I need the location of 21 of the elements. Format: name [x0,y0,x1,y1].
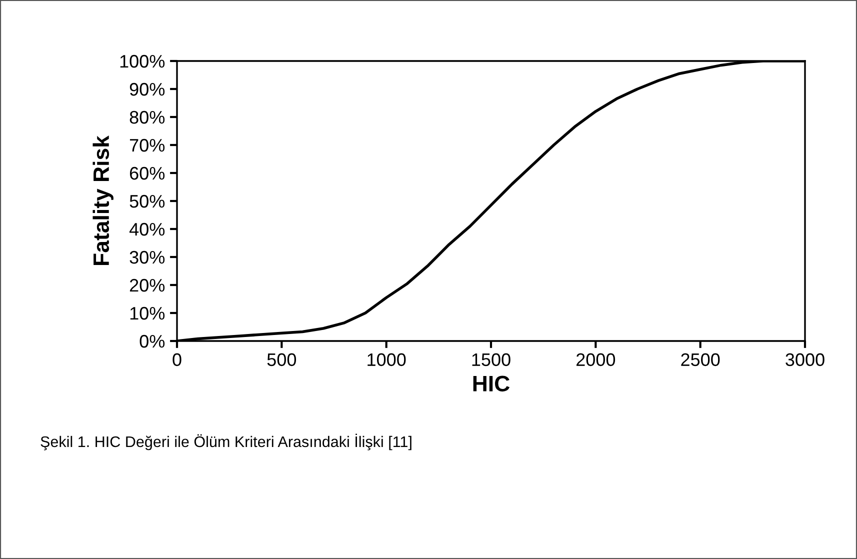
x-tick-label: 1000 [368,353,406,366]
y-tick-label: 50% [130,194,165,208]
x-tick-label: 2500 [681,353,720,366]
y-tick-label: 0% [140,334,165,348]
y-tick-label: 90% [130,82,165,96]
y-tick-label: 40% [129,222,165,236]
y-tick-label: 70% [130,138,165,152]
y-tick-label: 10% [130,306,165,320]
y-tick-label: 100% [120,54,165,68]
y-tick-label: 30% [130,250,165,264]
y-axis-title: Fatality Risk [92,136,114,265]
y-tick-label: 80% [130,110,165,124]
x-axis-title: HIC [473,376,510,392]
x-tick-label: 3000 [786,353,824,366]
x-tick-label: 500 [267,353,296,366]
x-tick-label: 2000 [576,353,616,366]
y-tick-label: 60% [130,166,165,180]
text: Şekil 1. HIC Değeri ile Ölüm Kriteri Arasındaki İlişki [11] [40,434,412,450]
x-tick-label: 1500 [472,353,510,366]
x-tick-label: 0 [172,353,182,366]
y-tick-label: 20% [130,278,165,292]
